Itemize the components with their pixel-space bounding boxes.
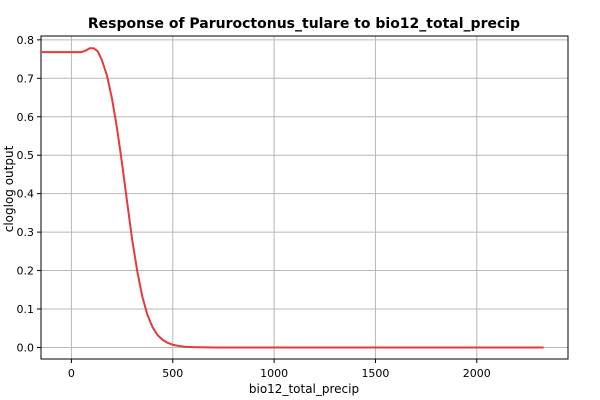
x-tick-label: 1000 bbox=[260, 367, 288, 380]
y-tick-label: 0.5 bbox=[17, 149, 35, 162]
x-axis-title: bio12_total_precip bbox=[249, 382, 359, 396]
grid bbox=[41, 36, 568, 359]
y-tick-label: 0.8 bbox=[17, 34, 35, 47]
y-tick-label: 0.7 bbox=[17, 72, 35, 85]
y-tick-label: 0.0 bbox=[17, 341, 35, 354]
chart-title: Response of Paruroctonus_tulare to bio12… bbox=[88, 16, 520, 32]
y-tick-label: 0.4 bbox=[17, 188, 35, 201]
x-tick-label: 1500 bbox=[361, 367, 389, 380]
x-tick-label: 0 bbox=[68, 367, 75, 380]
y-tick-label: 0.3 bbox=[17, 226, 35, 239]
y-axis-title: cloglog output bbox=[2, 145, 16, 232]
plot-area bbox=[40, 35, 569, 360]
x-tick-label: 2000 bbox=[463, 367, 491, 380]
y-tick-label: 0.2 bbox=[17, 265, 35, 278]
y-tick-label: 0.1 bbox=[17, 303, 35, 316]
y-tick-label: 0.6 bbox=[17, 111, 35, 124]
x-tick-label: 500 bbox=[162, 367, 183, 380]
series-line bbox=[41, 47, 544, 349]
axis-ticks: 0 500 1000 1500 2000 0.0 0.1 0.2 0.3 0.4 0.5 0.6 0.7… bbox=[17, 34, 491, 380]
